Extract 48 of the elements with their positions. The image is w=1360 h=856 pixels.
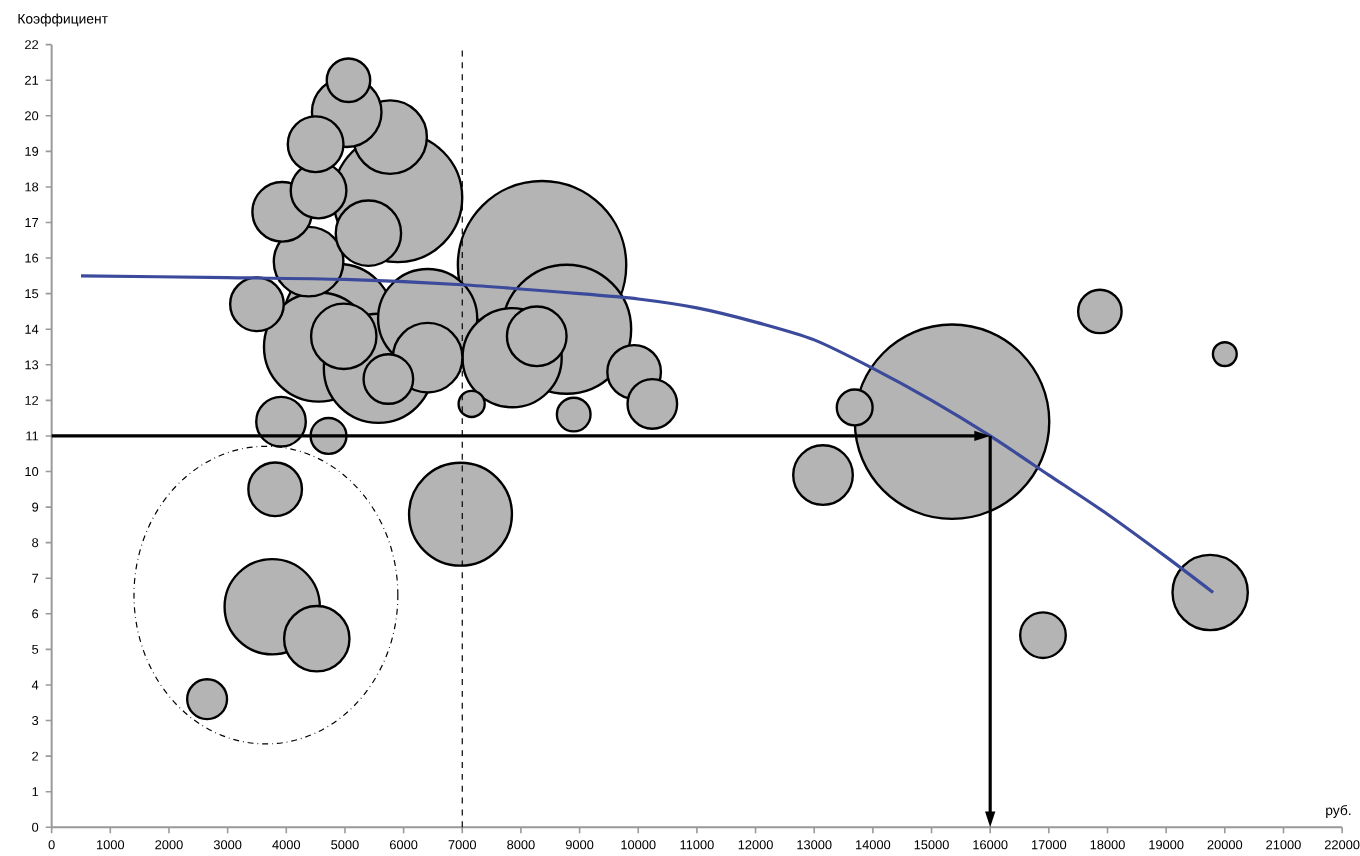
x-tick-label: 17000: [1031, 840, 1067, 850]
x-tick-label: 19000: [1149, 840, 1184, 850]
x-tick-label: 11000: [680, 840, 714, 850]
y-axis-title: Коэффициент: [18, 13, 108, 27]
y-tick-label: 14: [25, 324, 39, 334]
y-tick-label: 20: [25, 111, 39, 121]
y-tick-label: 4: [31, 680, 39, 690]
y-tick-label: 16: [25, 253, 39, 263]
x-tick-label: 18000: [1090, 840, 1125, 850]
x-tick-label: 2000: [155, 840, 183, 850]
x-tick-label: 3000: [213, 840, 242, 850]
x-tick-label: 12000: [738, 840, 773, 850]
x-tick-label: 20000: [1207, 840, 1243, 850]
x-tick-label: 1000: [97, 840, 125, 850]
y-tick-label: 19: [25, 146, 39, 156]
y-tick-label: 1: [32, 787, 39, 797]
y-tick-label: 9: [32, 502, 39, 512]
x-tick-label: 21000: [1266, 840, 1301, 850]
y-tick-label: 3: [32, 715, 39, 726]
y-tick-label: 0: [32, 822, 39, 832]
y-tick-label: 17: [25, 218, 39, 227]
y-tick-label: 15: [25, 289, 39, 299]
x-tick-label: 13000: [797, 840, 832, 850]
x-tick-label: 8000: [507, 840, 535, 850]
y-tick-label: 11: [26, 431, 39, 441]
y-tick-label: 21: [25, 75, 39, 85]
y-tick-label: 12: [25, 395, 39, 405]
x-tick-label: 10000: [621, 840, 656, 850]
x-tick-label: 6000: [389, 840, 418, 850]
y-tick-label: 6: [32, 609, 39, 619]
x-tick-label: 0: [48, 840, 55, 850]
y-tick-label: 13: [25, 360, 39, 370]
y-tick-label: 2: [32, 751, 39, 761]
y-tick-label: 18: [25, 182, 39, 192]
y-tick-label: 8: [32, 538, 39, 548]
x-axis-title: руб.: [1326, 804, 1351, 818]
y-tick-label: 22: [25, 40, 39, 50]
x-tick-label: 7000: [448, 840, 477, 850]
x-tick-label: 4000: [272, 840, 301, 850]
y-tick-label: 5: [32, 644, 39, 654]
y-tick-label: 7: [32, 573, 39, 583]
x-tick-label: 15000: [914, 840, 949, 850]
y-tick-label: 10: [25, 466, 39, 477]
x-tick-label: 22000: [1324, 840, 1360, 850]
x-tick-label: 5000: [331, 840, 359, 850]
x-tick-label: 9000: [565, 840, 594, 850]
x-tick-label: 16000: [973, 840, 1008, 850]
x-tick-label: 14000: [856, 840, 891, 850]
